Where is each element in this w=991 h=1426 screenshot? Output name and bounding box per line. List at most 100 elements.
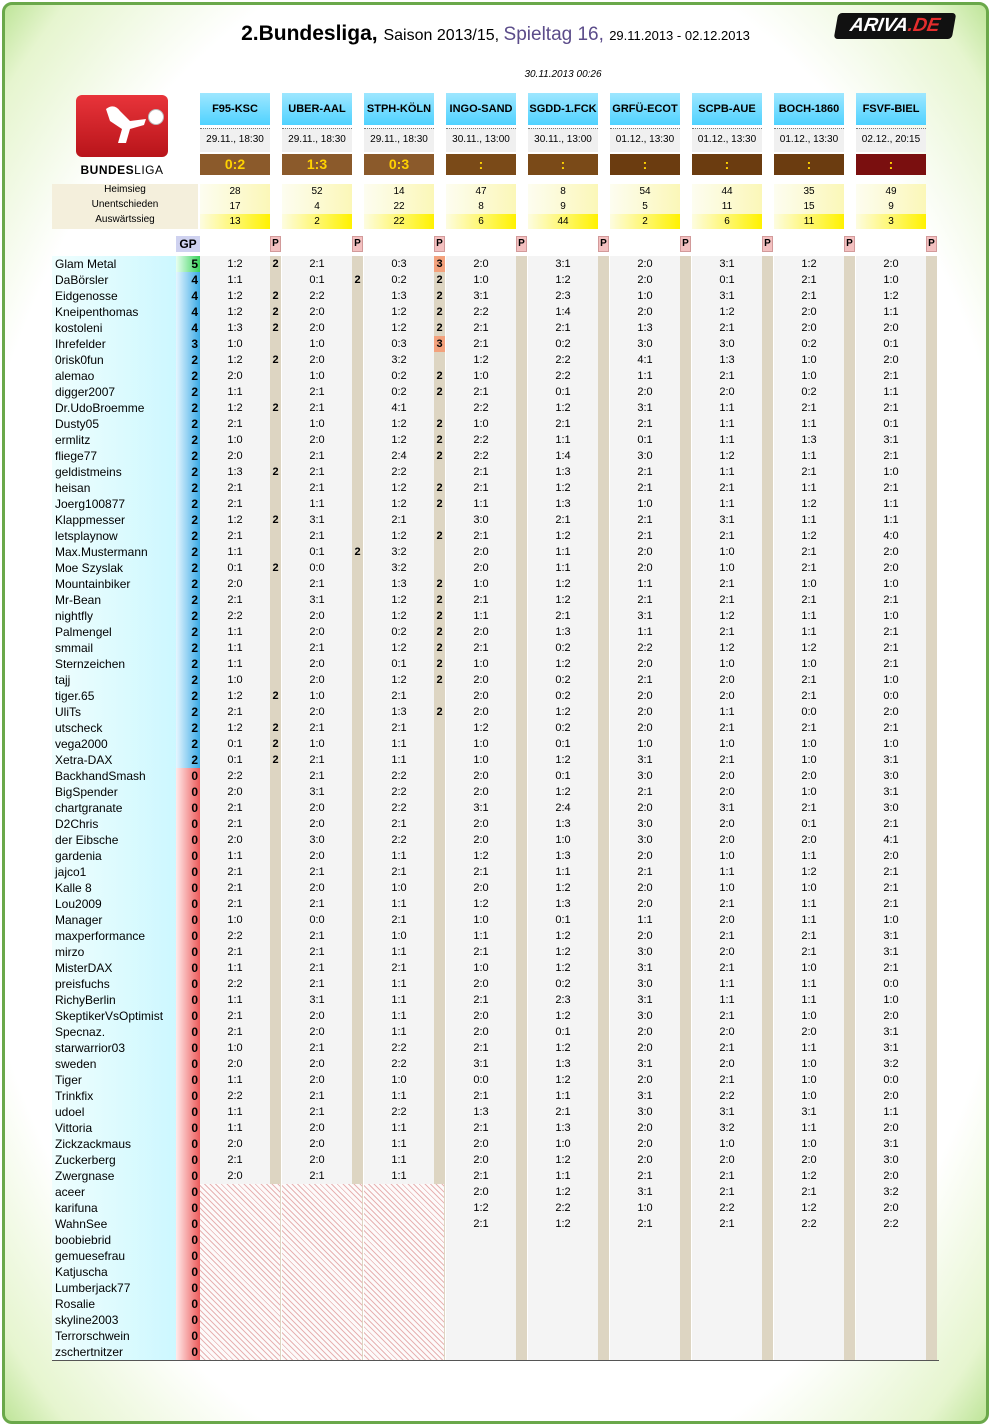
player-name[interactable]: Manager bbox=[55, 913, 103, 927]
player-row[interactable]: Katjuscha 0 bbox=[52, 1264, 200, 1280]
player-row[interactable]: fliege77 2 bbox=[52, 448, 200, 464]
player-row[interactable]: Xetra-DAX 2 bbox=[52, 752, 200, 768]
player-row[interactable]: BigSpender 0 bbox=[52, 784, 200, 800]
match-teams-header[interactable]: INGO-SAND bbox=[446, 93, 516, 125]
player-row[interactable]: Zuckerberg 0 bbox=[52, 1152, 200, 1168]
player-name[interactable]: gemuesefrau bbox=[55, 1249, 126, 1263]
player-row[interactable]: tiger.65 2 bbox=[52, 688, 200, 704]
player-name[interactable]: Glam Metal bbox=[55, 257, 117, 271]
player-row[interactable]: Sternzeichen 2 bbox=[52, 656, 200, 672]
player-row[interactable]: boobiebrid 0 bbox=[52, 1232, 200, 1248]
player-name[interactable]: BackhandSmash bbox=[55, 769, 146, 783]
player-row[interactable]: Terrorschwein 0 bbox=[52, 1328, 200, 1344]
match-teams-header[interactable]: GRFÜ-ECOT bbox=[610, 93, 680, 125]
player-name[interactable]: maxperformance bbox=[55, 929, 146, 943]
player-row[interactable]: Specnaz. 0 bbox=[52, 1024, 200, 1040]
player-row[interactable]: Trinkfix 0 bbox=[52, 1088, 200, 1104]
player-row[interactable]: Dusty05 2 bbox=[52, 416, 200, 432]
player-name[interactable]: Mr-Bean bbox=[55, 593, 102, 607]
player-row[interactable]: Tiger 0 bbox=[52, 1072, 200, 1088]
player-name[interactable]: Klappmesser bbox=[55, 513, 126, 527]
player-name[interactable]: Zuckerberg bbox=[55, 1153, 116, 1167]
player-row[interactable]: smmail 2 bbox=[52, 640, 200, 656]
player-row[interactable]: digger2007 2 bbox=[52, 384, 200, 400]
player-row[interactable]: SkeptikerVsOptimist 0 bbox=[52, 1008, 200, 1024]
player-name[interactable]: aceer bbox=[55, 1185, 86, 1199]
player-name[interactable]: der Eibsche bbox=[55, 833, 119, 847]
player-name[interactable]: heisan bbox=[55, 481, 91, 495]
player-row[interactable]: Ihrefelder 3 bbox=[52, 336, 200, 352]
match-teams-header[interactable]: UBER-AAL bbox=[282, 93, 352, 125]
player-name[interactable]: WahnSee bbox=[55, 1217, 108, 1231]
player-row[interactable]: sweden 0 bbox=[52, 1056, 200, 1072]
player-row[interactable]: der Eibsche 0 bbox=[52, 832, 200, 848]
player-name[interactable]: Xetra-DAX bbox=[55, 753, 113, 767]
match-teams-header[interactable]: SCPB-AUE bbox=[692, 93, 762, 125]
match-teams-header[interactable]: SGDD-1.FCK bbox=[528, 93, 598, 125]
player-row[interactable]: Lumberjack77 0 bbox=[52, 1280, 200, 1296]
player-row[interactable]: WahnSee 0 bbox=[52, 1216, 200, 1232]
player-row[interactable]: Joerg100877 2 bbox=[52, 496, 200, 512]
player-name[interactable]: Moe Szyslak bbox=[55, 561, 124, 575]
player-name[interactable]: SkeptikerVsOptimist bbox=[55, 1009, 164, 1023]
player-name[interactable]: UliTs bbox=[55, 705, 81, 719]
player-name[interactable]: nightfly bbox=[55, 609, 94, 623]
player-row[interactable]: skyline2003 0 bbox=[52, 1312, 200, 1328]
player-row[interactable]: ermlitz 2 bbox=[52, 432, 200, 448]
player-row[interactable]: Dr.UdoBroemme 2 bbox=[52, 400, 200, 416]
player-name[interactable]: kostoleni bbox=[55, 321, 103, 335]
player-row[interactable]: starwarrior03 0 bbox=[52, 1040, 200, 1056]
match-teams-header[interactable]: BOCH-1860 bbox=[774, 93, 844, 125]
player-name[interactable]: digger2007 bbox=[55, 385, 116, 399]
player-name[interactable]: mirzo bbox=[55, 945, 85, 959]
player-name[interactable]: skyline2003 bbox=[55, 1313, 119, 1327]
player-name[interactable]: Palmengel bbox=[55, 625, 112, 639]
player-name[interactable]: preisfuchs bbox=[55, 977, 110, 991]
player-row[interactable]: Rosalie 0 bbox=[52, 1296, 200, 1312]
player-row[interactable]: geldistmeins 2 bbox=[52, 464, 200, 480]
player-name[interactable]: starwarrior03 bbox=[55, 1041, 126, 1055]
player-name[interactable]: Kalle 8 bbox=[55, 881, 92, 895]
player-name[interactable]: Dusty05 bbox=[55, 417, 100, 431]
player-row[interactable]: Mountainbiker 2 bbox=[52, 576, 200, 592]
player-row[interactable]: UliTs 2 bbox=[52, 704, 200, 720]
player-name[interactable]: Tiger bbox=[55, 1073, 82, 1087]
player-row[interactable]: D2Chris 0 bbox=[52, 816, 200, 832]
player-name[interactable]: Rosalie bbox=[55, 1297, 96, 1311]
player-row[interactable]: Eidgenosse 4 bbox=[52, 288, 200, 304]
player-row[interactable]: gemuesefrau 0 bbox=[52, 1248, 200, 1264]
player-name[interactable]: vega2000 bbox=[55, 737, 108, 751]
player-name[interactable]: tajj bbox=[55, 673, 71, 687]
player-name[interactable]: Zwergnase bbox=[55, 1169, 115, 1183]
player-name[interactable]: gardenia bbox=[55, 849, 102, 863]
player-name[interactable]: 0risk0fun bbox=[55, 353, 104, 367]
match-teams-header[interactable]: FSVF-BIEL bbox=[856, 93, 926, 125]
player-row[interactable]: Moe Szyslak 2 bbox=[52, 560, 200, 576]
player-name[interactable]: boobiebrid bbox=[55, 1233, 112, 1247]
player-row[interactable]: DaBörsler 4 bbox=[52, 272, 200, 288]
player-row[interactable]: Vittoria 0 bbox=[52, 1120, 200, 1136]
player-name[interactable]: letsplaynow bbox=[55, 529, 118, 543]
player-name[interactable]: chartgranate bbox=[55, 801, 123, 815]
player-name[interactable]: Specnaz. bbox=[55, 1025, 106, 1039]
player-row[interactable]: chartgranate 0 bbox=[52, 800, 200, 816]
player-name[interactable]: Eidgenosse bbox=[55, 289, 118, 303]
player-row[interactable]: vega2000 2 bbox=[52, 736, 200, 752]
player-name[interactable]: zschertnitzer bbox=[55, 1345, 124, 1359]
player-name[interactable]: Katjuscha bbox=[55, 1265, 108, 1279]
player-name[interactable]: alemao bbox=[55, 369, 95, 383]
player-name[interactable]: Joerg100877 bbox=[55, 497, 126, 511]
player-row[interactable]: Lou2009 0 bbox=[52, 896, 200, 912]
player-name[interactable]: RichyBerlin bbox=[55, 993, 116, 1007]
player-name[interactable]: Vittoria bbox=[55, 1121, 93, 1135]
player-name[interactable]: Dr.UdoBroemme bbox=[55, 401, 145, 415]
player-name[interactable]: tiger.65 bbox=[55, 689, 95, 703]
player-row[interactable]: karifuna 0 bbox=[52, 1200, 200, 1216]
player-name[interactable]: Ihrefelder bbox=[55, 337, 106, 351]
player-row[interactable]: Glam Metal 5 bbox=[52, 256, 200, 272]
player-row[interactable]: Zickzackmaus 0 bbox=[52, 1136, 200, 1152]
player-row[interactable]: BackhandSmash 0 bbox=[52, 768, 200, 784]
player-row[interactable]: zschertnitzer 0 bbox=[52, 1344, 200, 1360]
player-row[interactable]: Max.Mustermann 2 bbox=[52, 544, 200, 560]
